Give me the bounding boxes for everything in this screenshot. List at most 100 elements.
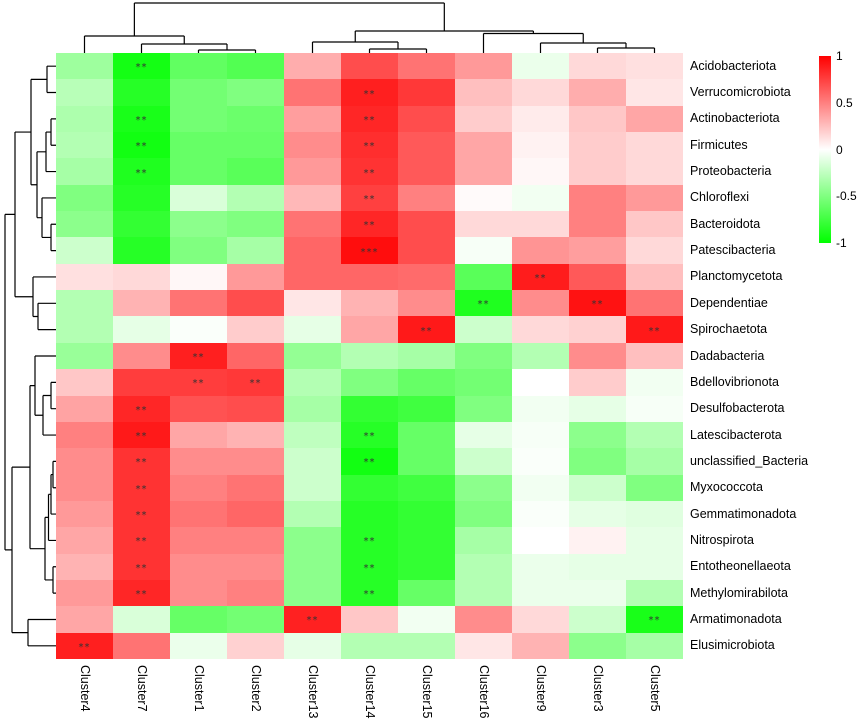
heatmap-cell (56, 448, 113, 475)
heatmap-cell (56, 606, 113, 633)
significance-mark: ** (363, 431, 376, 443)
heatmap-cell (455, 553, 512, 580)
heatmap-cell (455, 421, 512, 449)
significance-mark: ** (135, 114, 148, 126)
heatmap-cell (170, 527, 227, 554)
heatmap-cell (398, 132, 455, 159)
heatmap-cell (398, 527, 455, 554)
col-label: Cluster1 (191, 665, 206, 712)
heatmap-cell (56, 474, 113, 501)
heatmap-cell (284, 53, 341, 80)
heatmap-cell (569, 263, 626, 291)
heatmap-cell (512, 132, 569, 159)
significance-mark: ** (135, 510, 148, 522)
heatmap-cell (284, 369, 341, 396)
heatmap-cell (56, 237, 113, 264)
heatmap-cell (341, 474, 398, 501)
heatmap-cell (626, 553, 683, 580)
row-label: Chloroflexi (690, 190, 750, 205)
significance-mark: *** (360, 246, 379, 258)
row-label: Elusimicrobiota (690, 638, 775, 653)
heatmap-cell (626, 105, 683, 133)
heatmap-cell (284, 184, 341, 212)
significance-mark: ** (135, 62, 148, 74)
significance-mark: ** (135, 483, 148, 495)
heatmap-cell (626, 579, 683, 607)
heatmap-cell (227, 105, 284, 133)
significance-mark: ** (363, 167, 376, 179)
heatmap-cell (284, 448, 341, 475)
heatmap-cell (455, 369, 512, 396)
heatmap-cell (455, 632, 512, 659)
heatmap-cell (398, 474, 455, 501)
heatmap-cell: ** (512, 263, 569, 291)
heatmap-cell (170, 53, 227, 80)
heatmap-cell (227, 237, 284, 264)
heatmap-cell (56, 369, 113, 396)
row-label: Myxococcota (690, 480, 763, 495)
heatmap-cell (341, 53, 398, 80)
heatmap-cell (569, 527, 626, 554)
heatmap-cell (170, 132, 227, 159)
heatmap-cell (626, 290, 683, 317)
heatmap-cell (512, 290, 569, 317)
heatmap-cell (455, 527, 512, 554)
heatmap-cell (284, 290, 341, 317)
significance-mark: ** (363, 88, 376, 100)
row-label: Spirochaetota (690, 322, 768, 337)
heatmap-cell (569, 342, 626, 370)
row-label: Gemmatimonadota (690, 506, 797, 521)
significance-mark: ** (591, 299, 604, 311)
significance-mark: ** (135, 431, 148, 443)
heatmap-cell (341, 369, 398, 396)
significance-mark: ** (363, 114, 376, 126)
heatmap-cell: ** (113, 500, 170, 528)
significance-mark: ** (648, 325, 661, 337)
heatmap-cell: ** (113, 105, 170, 133)
col-label: Cluster9 (533, 665, 548, 712)
heatmap-cell (569, 53, 626, 80)
row-label: unclassified_Bacteria (690, 453, 809, 468)
significance-mark: ** (363, 193, 376, 205)
heatmap-cell: ** (113, 53, 170, 80)
heatmap-cell (626, 184, 683, 212)
row-label: Patescibacteria (690, 243, 776, 258)
heatmap-cell: ** (341, 184, 398, 212)
heatmap-cell: ** (341, 79, 398, 106)
heatmap-cell (170, 579, 227, 607)
significance-mark: ** (306, 615, 319, 627)
col-label: Cluster14 (362, 665, 377, 719)
heatmap-cell (56, 290, 113, 317)
heatmap-cell (227, 290, 284, 317)
heatmap-cell (569, 158, 626, 185)
heatmap-cell (569, 421, 626, 449)
heatmap-cell (512, 342, 569, 370)
significance-mark: ** (363, 589, 376, 601)
heatmap-cell (341, 632, 398, 659)
heatmap-cell (455, 342, 512, 370)
heatmap-cell (455, 132, 512, 159)
heatmap-cell (284, 474, 341, 501)
heatmap-cell (56, 132, 113, 159)
heatmap-cell (170, 79, 227, 106)
heatmap-cell (170, 184, 227, 212)
heatmap-cell (569, 500, 626, 528)
heatmap-cell (170, 211, 227, 238)
heatmap-cell (170, 474, 227, 501)
heatmap-cell (113, 79, 170, 106)
heatmap-cell (512, 184, 569, 212)
heatmap-cell (398, 500, 455, 528)
heatmap-cell (512, 474, 569, 501)
heatmap-cell (227, 211, 284, 238)
heatmap-cell (170, 316, 227, 343)
heatmap-cell: ** (455, 290, 512, 317)
heatmap-cell (284, 632, 341, 659)
heatmap-cell (113, 184, 170, 212)
heatmap-cell (626, 263, 683, 291)
heatmap-cell (227, 553, 284, 580)
significance-mark: ** (135, 167, 148, 179)
col-label: Cluster7 (134, 665, 149, 712)
heatmap-cell (227, 500, 284, 528)
legend-tick-label: 1 (836, 49, 843, 63)
heatmap-cell (626, 369, 683, 396)
